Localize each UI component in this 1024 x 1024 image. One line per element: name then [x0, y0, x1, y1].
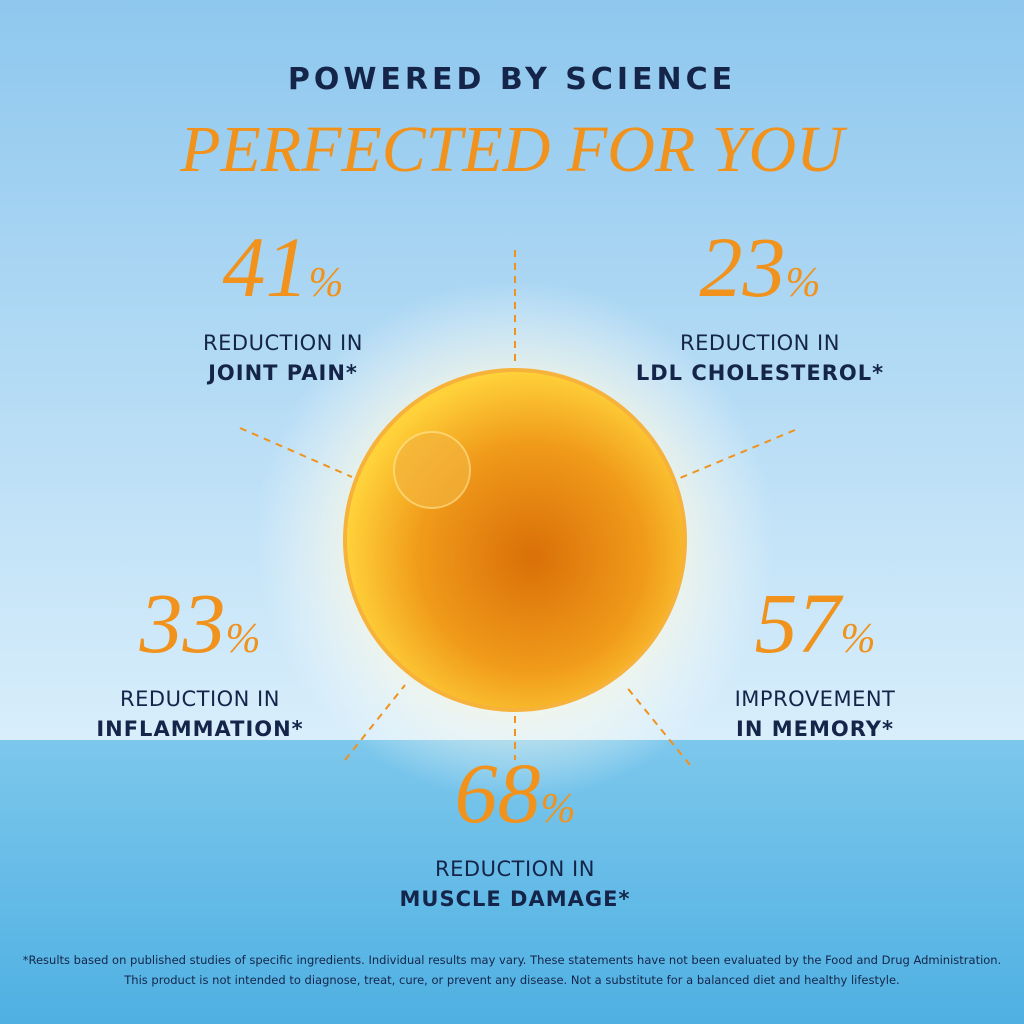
stat-figure: 33%	[30, 578, 370, 684]
stat-label-bold: IN MEMORY*	[736, 717, 894, 741]
stat-label: IMPROVEMENT	[734, 687, 896, 711]
stat: 23% REDUCTION IN LDL CHOLESTEROL*	[590, 222, 930, 388]
stat: 33% REDUCTION IN INFLAMMATION*	[30, 578, 370, 744]
stat-label: REDUCTION IN	[120, 687, 280, 711]
stat-figure: 57%	[645, 578, 985, 684]
stat: 68% REDUCTION IN MUSCLE DAMAGE*	[345, 748, 685, 914]
stat-figure: 41%	[113, 222, 453, 328]
stat-unit: %	[540, 786, 576, 832]
stat-label-bold: MUSCLE DAMAGE*	[399, 887, 631, 911]
footnote-line: *Results based on published studies of s…	[22, 953, 1002, 967]
stat: 41% REDUCTION IN JOINT PAIN*	[113, 222, 453, 388]
stat-label-bold: LDL CHOLESTEROL*	[635, 361, 885, 385]
stat-label: REDUCTION IN	[435, 857, 595, 881]
stat-unit: %	[225, 616, 261, 662]
stat-unit: %	[308, 260, 344, 306]
footnote: *Results based on published studies of s…	[0, 950, 1024, 990]
stat: 57% IMPROVEMENT IN MEMORY*	[645, 578, 985, 744]
stat-label-bold: INFLAMMATION*	[96, 717, 304, 741]
stat-number: 57	[754, 575, 841, 671]
stat-number: 33	[139, 575, 226, 671]
stat-unit: %	[840, 616, 876, 662]
title: PERFECTED FOR YOU	[180, 113, 844, 186]
stat-unit: %	[785, 260, 821, 306]
stat-figure: 68%	[345, 748, 685, 854]
stat-label: REDUCTION IN	[680, 331, 840, 355]
footnote-line: This product is not intended to diagnose…	[124, 973, 900, 987]
kicker: POWERED BY SCIENCE	[287, 62, 737, 97]
stat-label-bold: JOINT PAIN*	[208, 361, 358, 385]
stat-number: 23	[699, 219, 786, 315]
stat-number: 41	[222, 219, 309, 315]
stat-figure: 23%	[590, 222, 930, 328]
stat-number: 68	[454, 745, 541, 841]
stat-label: REDUCTION IN	[203, 331, 363, 355]
